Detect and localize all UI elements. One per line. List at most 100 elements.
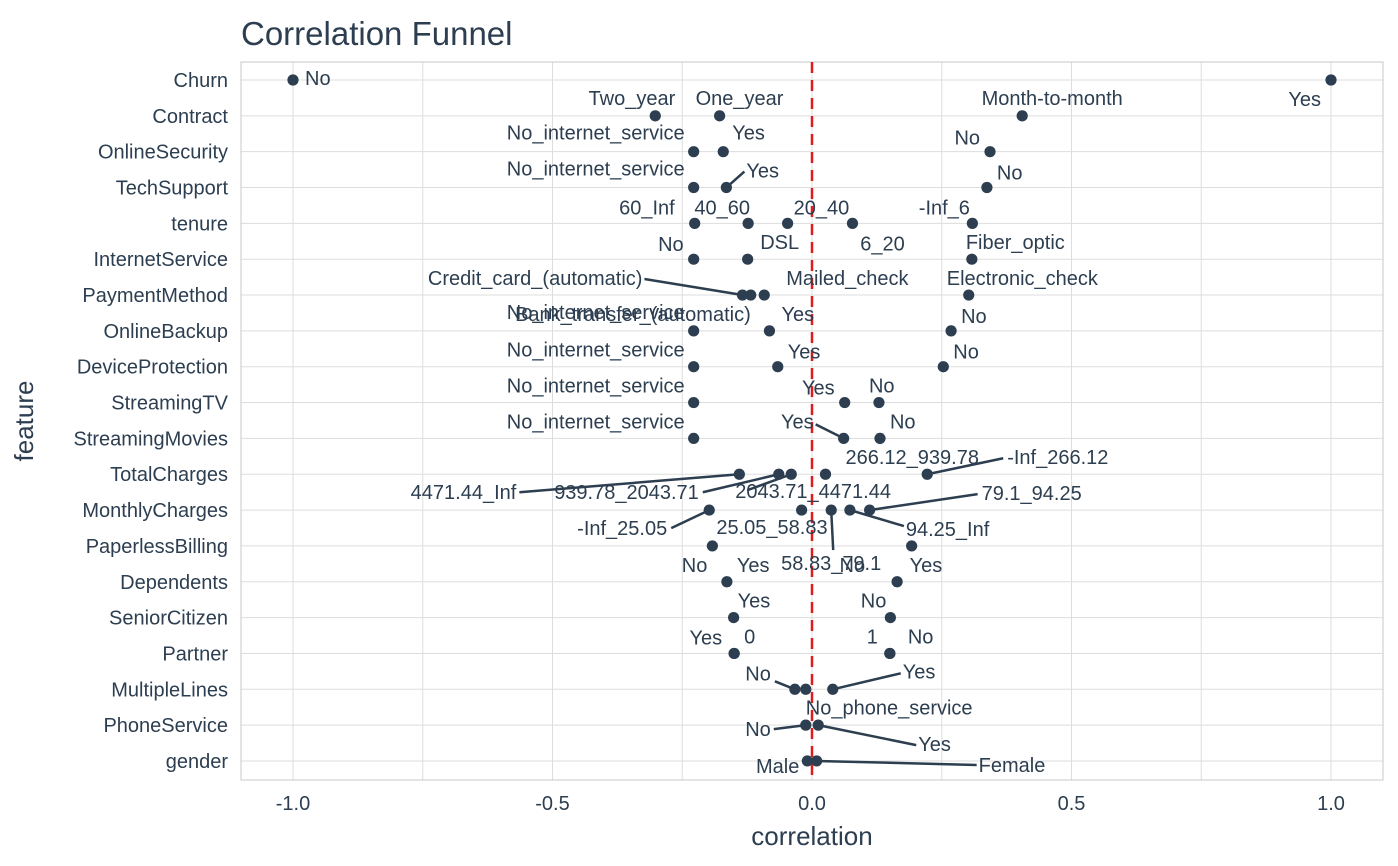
y-tick-monthlycharges: MonthlyCharges [82, 500, 228, 522]
x-tick-0-5: 0.5 [1058, 793, 1086, 815]
label-partner-yes: Yes [690, 627, 723, 649]
point-onlinebackup-no-internet-service [688, 325, 700, 337]
point-seniorcitizen-no [884, 612, 896, 624]
leader-paymentmethod-credit-card-automatic [644, 277, 743, 297]
label-phoneservice-no: No [745, 719, 771, 741]
label-internetservice-dsl: DSL [760, 232, 799, 254]
y-axis-title: feature [9, 381, 39, 462]
point-paymentmethod-electronic-check [963, 289, 975, 301]
point-seniorcitizen-yes [728, 612, 740, 624]
label-partner-no: No [908, 626, 934, 648]
point-streamingmovies-yes [838, 432, 850, 444]
point-onlinesecurity-no [984, 146, 996, 158]
label-totalcharges-266-12-939-78: 266.12_939.78 [845, 447, 978, 469]
label-techsupport-no-internet-service: No_internet_service [507, 159, 685, 181]
leader-multiplelines-yes [832, 672, 902, 691]
point-streamingmovies-no-internet-service [688, 432, 700, 444]
point-phoneservice-no [800, 719, 812, 731]
label-monthlycharges-58-83-79-1: 58.83_79.1 [781, 553, 881, 575]
point-paymentmethod-mailed-check [758, 289, 770, 301]
label-leaders [519, 170, 1004, 767]
label-onlinesecurity-no-internet-service: No_internet_service [507, 123, 685, 145]
point-dependents-no [891, 576, 903, 588]
leader-monthlycharges-inf-25-05 [670, 508, 710, 530]
y-tick-internetservice: InternetService [93, 249, 228, 271]
point-labels: No Yes Two_year One_year Month-to-month No_in… [305, 68, 1321, 778]
y-tick-dependents: Dependents [120, 572, 228, 594]
label-partner-0: 0 [744, 626, 755, 648]
point-tenure-20-40 [782, 217, 794, 229]
leader-monthlycharges-79-1-94-25 [869, 492, 978, 512]
label-streamingtv-no-internet-service: No_internet_service [507, 376, 685, 398]
point-contract-month-to-month [1016, 110, 1028, 122]
point-totalcharges-inf-266-12 [921, 468, 933, 480]
y-tick-churn: Churn [174, 70, 228, 92]
point-internetservice-no [688, 253, 700, 265]
y-tick-streamingtv: StreamingTV [111, 393, 228, 415]
point-churn-yes [1325, 74, 1337, 86]
leader-phoneservice-yes [817, 723, 917, 747]
label-internetservice-fiber-optic: Fiber_optic [966, 232, 1065, 254]
label-tenure-20-40: 20_40 [794, 197, 850, 219]
label-dependents-yes: Yes [737, 555, 770, 577]
label-tenure-inf-6: -Inf_6 [919, 197, 970, 219]
point-deviceprotection-no [937, 361, 949, 373]
y-tick-techsupport: TechSupport [116, 178, 229, 200]
point-churn-no [287, 74, 299, 86]
y-axis-ticks: Churn Contract OnlineSecurity TechSupport te… [73, 70, 228, 773]
label-phoneservice-yes: Yes [918, 734, 951, 756]
point-tenure-60-inf [689, 217, 701, 229]
point-techsupport-no-internet-service [688, 181, 700, 194]
leader-monthlycharges-94-25-inf [849, 508, 905, 528]
label-multiplelines-no: No [745, 663, 771, 685]
point-streamingmovies-no [874, 432, 886, 444]
label-contract-month-to-month: Month-to-month [982, 88, 1123, 110]
label-onlinesecurity-no: No [954, 128, 980, 150]
label-onlinebackup-no-internet-service: No_internet_service [507, 302, 685, 324]
y-tick-contract: Contract [152, 106, 228, 128]
point-techsupport-no [981, 181, 993, 194]
x-axis-ticks: -1.0 -0.5 0.0 0.5 1.0 [276, 793, 1345, 815]
point-monthlycharges-79-1-94-25 [864, 504, 876, 516]
point-onlinesecurity-no-internet-service [688, 146, 700, 158]
label-churn-no: No [305, 68, 331, 90]
point-monthlycharges-25-05-58-83 [796, 504, 808, 516]
point-internetservice-dsl [742, 253, 754, 265]
point-multiplelines-no-phone-service [800, 683, 812, 695]
label-paymentmethod-credit-card-automatic: Credit_card_(automatic) [428, 268, 643, 290]
point-onlinebackup-no [945, 325, 957, 337]
y-tick-paperlessbilling: PaperlessBilling [86, 536, 228, 558]
label-paperlessbilling-yes: Yes [910, 555, 943, 577]
label-streamingmovies-yes: Yes [781, 411, 814, 433]
point-phoneservice-yes [812, 719, 824, 731]
y-tick-paymentmethod: PaymentMethod [82, 285, 228, 307]
leader-totalcharges-2043-71-4471-44 [746, 473, 792, 492]
label-paymentmethod-mailed-check: Mailed_check [786, 268, 909, 290]
label-deviceprotection-no: No [953, 342, 979, 364]
y-tick-seniorcitizen: SeniorCitizen [109, 608, 228, 630]
label-onlinesecurity-yes: Yes [732, 123, 765, 145]
point-paymentmethod-bank-transfer-automatic [745, 289, 757, 301]
label-monthlycharges-79-1-94-25: 79.1_94.25 [982, 483, 1082, 505]
y-tick-totalcharges: TotalCharges [110, 464, 228, 486]
label-totalcharges-inf-266-12: -Inf_266.12 [1007, 447, 1108, 469]
label-onlinebackup-yes: Yes [781, 304, 814, 326]
label-gender-female: Female [979, 755, 1046, 777]
point-monthlycharges-inf-25-05 [703, 504, 715, 516]
point-contract-one-year [714, 110, 726, 122]
leader-monthlycharges-58-83-79-1 [829, 510, 835, 551]
label-monthlycharges-25-05-58-83: 25.05_58.83 [716, 517, 827, 539]
point-onlinebackup-yes [763, 325, 776, 337]
leader-gender-female [816, 759, 977, 767]
label-streamingmovies-no: No [890, 411, 916, 433]
label-streamingmovies-no-internet-service: No_internet_service [507, 411, 685, 433]
point-totalcharges-4471-44-inf [733, 468, 745, 480]
point-deviceprotection-no-internet-service [688, 361, 700, 373]
label-tenure-60-inf: 60_Inf [619, 197, 675, 219]
point-monthlycharges-94-25-inf [844, 504, 856, 516]
label-tenure-6-20: 6_20 [860, 233, 905, 255]
leader-totalcharges-939-78-2043-71 [702, 473, 780, 494]
label-totalcharges-2043-71-4471-44: 2043.71_4471.44 [735, 481, 891, 503]
point-streamingtv-no-internet-service [688, 396, 700, 409]
